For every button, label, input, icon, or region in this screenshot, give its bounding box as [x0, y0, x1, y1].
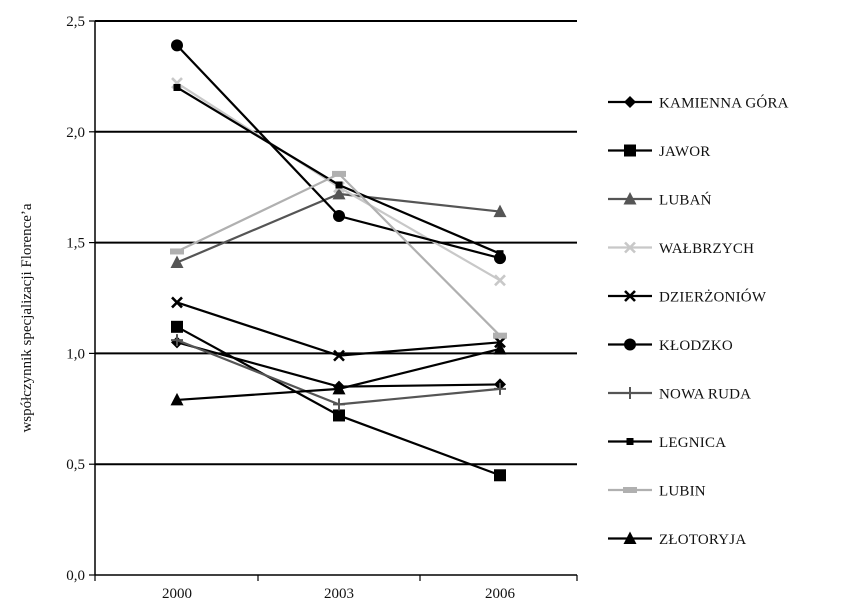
data-point	[170, 392, 184, 406]
data-point	[493, 341, 507, 355]
legend-label: KAMIENNA GÓRA	[659, 95, 789, 112]
legend-label: ZŁOTORYJA	[659, 532, 746, 548]
series-4	[171, 296, 506, 362]
legend-label: LUBAŃ	[659, 192, 712, 209]
y-axis-label: współczynnik specjalizacji Florence’a	[19, 203, 35, 432]
legend-marker	[624, 387, 636, 399]
legend-item: NOWA RUDA	[608, 387, 751, 403]
legend-marker	[626, 438, 634, 445]
y-tick-label: 2,0	[66, 125, 85, 141]
x-tick-label: 2003	[324, 586, 354, 602]
x-tick-label: 2006	[485, 586, 516, 602]
data-point	[171, 296, 183, 309]
legend-marker	[624, 96, 636, 108]
y-tick-label: 0,5	[66, 457, 85, 473]
series-8	[170, 170, 507, 339]
data-point	[171, 320, 183, 333]
axes	[89, 20, 578, 581]
legend-item: WAŁBRZYCH	[608, 241, 754, 257]
gridlines	[95, 20, 577, 466]
legend-item: DZIERŻONIÓW	[608, 289, 767, 306]
series-6	[171, 334, 506, 411]
data-point	[494, 382, 506, 395]
legend-item: JAWOR	[608, 144, 710, 160]
series-line	[176, 301, 501, 357]
legend-item: LUBIN	[608, 484, 706, 500]
series-layer	[170, 39, 507, 482]
series-2	[170, 186, 507, 269]
y-tick-label: 1,0	[66, 346, 85, 362]
data-point	[332, 170, 346, 177]
data-point	[170, 255, 184, 269]
data-point	[171, 334, 183, 347]
legend-marker	[623, 487, 637, 493]
data-point	[332, 381, 346, 395]
series-line	[176, 341, 501, 388]
series-line	[176, 339, 501, 406]
legend-label: LEGNICA	[659, 435, 726, 451]
y-tick-label: 1,5	[66, 236, 85, 252]
data-point	[496, 250, 504, 258]
data-point	[173, 83, 181, 91]
legend-marker	[624, 144, 636, 157]
data-point	[494, 469, 506, 482]
x-tick-label: 2000	[162, 586, 192, 602]
data-point	[170, 248, 184, 255]
data-point	[335, 181, 343, 189]
legend-marker	[623, 531, 637, 544]
legend-label: LUBIN	[659, 484, 706, 500]
legend-item: ZŁOTORYJA	[608, 531, 746, 548]
data-point	[332, 186, 346, 200]
series-line	[176, 44, 501, 260]
legend-label: KŁODZKO	[659, 338, 733, 354]
legend: KAMIENNA GÓRA JAWOR LUBAŃ WAŁBRZYCH DZIERŻON…	[608, 95, 789, 548]
data-point	[494, 274, 506, 287]
series-9	[170, 341, 507, 406]
legend-label: WAŁBRZYCH	[659, 241, 754, 257]
tick-labels: 0,0 0,5 1,0 1,5 2,0 2,5 2000 2003 2006	[66, 14, 515, 602]
legend-marker	[624, 241, 636, 254]
series-1	[171, 320, 506, 482]
legend-label: JAWOR	[659, 144, 710, 160]
legend-item: KŁODZKO	[608, 338, 733, 354]
legend-marker	[624, 338, 636, 351]
legend-item: LEGNICA	[608, 435, 726, 451]
y-tick-label: 2,5	[66, 14, 85, 30]
legend-item: LUBAŃ	[608, 192, 712, 209]
legend-label: DZIERŻONIÓW	[659, 289, 767, 306]
y-tick-label: 0,0	[66, 568, 85, 584]
legend-marker	[624, 290, 636, 302]
data-point	[333, 409, 345, 422]
data-point	[333, 210, 345, 223]
series-7	[173, 83, 504, 258]
data-point	[171, 39, 183, 52]
legend-label: NOWA RUDA	[659, 387, 751, 403]
data-point	[333, 398, 345, 411]
data-point	[333, 349, 345, 362]
legend-item: KAMIENNA GÓRA	[608, 95, 789, 112]
legend-marker	[623, 192, 637, 205]
data-point	[493, 204, 507, 218]
data-point	[493, 332, 507, 339]
